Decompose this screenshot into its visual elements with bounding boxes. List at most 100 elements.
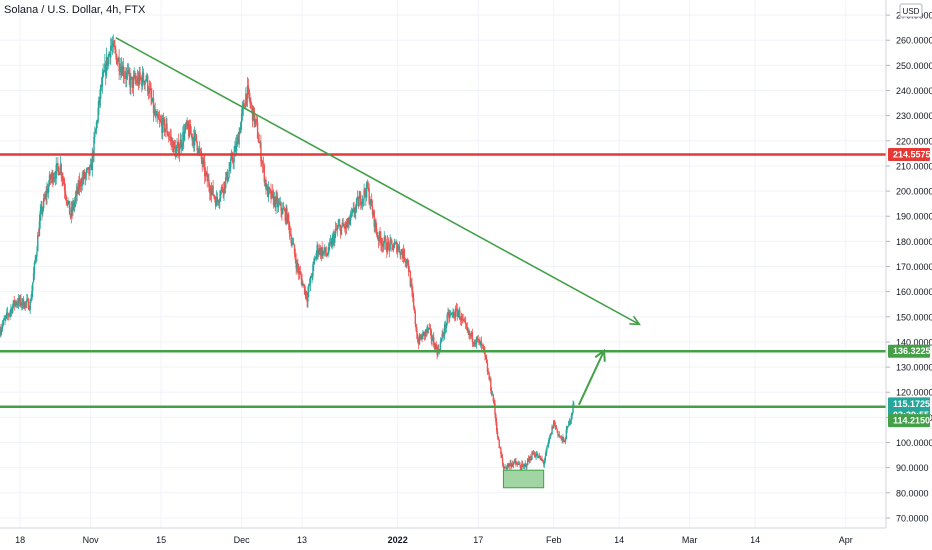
candle-body [377, 238, 380, 242]
candle-body [296, 263, 298, 269]
candle-body [505, 467, 507, 469]
candle-body [405, 261, 407, 263]
candle-body [88, 167, 90, 175]
currency-box[interactable] [899, 3, 923, 18]
candle-body [158, 119, 161, 121]
candle-body [68, 200, 71, 215]
candle-body [196, 141, 198, 151]
candle-body [66, 200, 68, 205]
candle-body [71, 207, 73, 212]
candle-body [147, 91, 150, 94]
candle-body [205, 172, 208, 173]
candle-body [379, 231, 381, 239]
candle-body [293, 244, 296, 254]
candle-body [176, 146, 178, 152]
candle-body [516, 463, 519, 465]
candle-body [95, 122, 98, 130]
candle-body [116, 61, 119, 64]
candle-body [396, 247, 399, 253]
candle-body [342, 222, 344, 227]
candle-body [308, 284, 311, 286]
candle-body [148, 87, 151, 94]
candle-body [161, 122, 163, 133]
candle-body [59, 164, 62, 173]
candle-body [381, 243, 383, 246]
candle-body [479, 339, 481, 346]
candle-body [99, 85, 102, 99]
candle-body [500, 448, 502, 455]
candle-body [279, 202, 281, 204]
candle-body [376, 228, 378, 236]
candle-body [80, 185, 83, 187]
candle-body [112, 41, 114, 47]
candle-body [281, 210, 283, 214]
candle-body [125, 75, 127, 79]
candle-body [13, 300, 15, 306]
trendline[interactable] [115, 37, 640, 326]
candle-body [436, 347, 438, 355]
candle-body [396, 242, 398, 253]
candle-body [447, 312, 449, 315]
candle-body [431, 338, 433, 341]
candle-body [460, 315, 463, 321]
candle-body [261, 161, 263, 164]
candle-body [470, 332, 473, 337]
candle-body [120, 67, 122, 72]
candle-body [428, 328, 431, 329]
accumulation-box[interactable] [502, 469, 545, 489]
candle-body [199, 150, 202, 151]
candle-body [246, 85, 249, 100]
price-tick-label: 250.0000 [896, 61, 932, 71]
candle-body [450, 313, 453, 315]
candle-body [157, 118, 160, 120]
candle-body [421, 336, 423, 340]
candle-body [22, 298, 25, 308]
candle-body [120, 67, 123, 76]
candle-body [536, 454, 538, 456]
candle-body [214, 199, 217, 207]
candle-body [143, 81, 146, 85]
candle-body [225, 171, 228, 178]
currency-label: USD [903, 7, 920, 16]
candle-body [516, 463, 518, 465]
candle-body [313, 258, 316, 262]
candle-body [183, 132, 185, 141]
candle-body [119, 71, 121, 72]
projection-arrow[interactable] [578, 350, 605, 406]
candle-body [509, 462, 511, 465]
candle-body [79, 180, 81, 190]
candle-body [393, 243, 396, 248]
candle-body [2, 319, 5, 325]
candle-body [169, 136, 172, 138]
candle-body [391, 240, 393, 245]
time-tick-label: Mar [682, 535, 698, 545]
candle-body [125, 72, 128, 79]
candle-body [228, 170, 230, 178]
candle-body [309, 276, 312, 285]
candle-body [456, 308, 458, 317]
candle-body [501, 457, 504, 464]
candle-body [185, 124, 187, 126]
candle-body [111, 46, 114, 48]
candle-body [180, 139, 182, 147]
price-tick-label: 150.0000 [896, 312, 932, 322]
candle-body [19, 297, 21, 303]
candle-body [558, 435, 561, 437]
chart-title: Solana / U.S. Dollar, 4h, FTX [4, 4, 145, 16]
candle-body [403, 249, 406, 261]
candle-body [174, 146, 177, 157]
candle-body [573, 404, 575, 406]
candle-body [429, 328, 432, 331]
candle-body [410, 283, 412, 287]
candle-body [526, 464, 528, 467]
candle-body [524, 463, 526, 465]
candle-body [399, 252, 401, 256]
candle-body [375, 220, 377, 229]
candle-body [81, 177, 83, 187]
candle-body [370, 199, 373, 207]
candle-body [230, 155, 233, 159]
candle-body [253, 107, 255, 124]
projection-arrowhead [594, 348, 606, 362]
